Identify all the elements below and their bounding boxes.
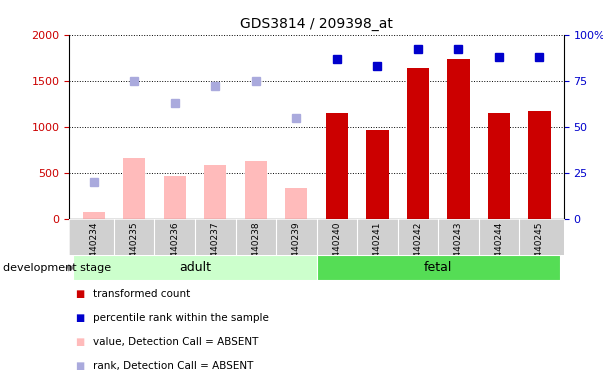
Bar <box>245 161 267 219</box>
Bar <box>317 255 560 280</box>
Text: transformed count: transformed count <box>93 289 191 299</box>
Text: GSM440238: GSM440238 <box>251 222 260 276</box>
Bar <box>528 111 551 219</box>
Text: fetal: fetal <box>424 262 452 274</box>
Text: rank, Detection Call = ABSENT: rank, Detection Call = ABSENT <box>93 361 254 371</box>
Bar <box>285 189 308 219</box>
Bar <box>326 113 348 219</box>
Text: GSM440235: GSM440235 <box>130 222 139 276</box>
Bar <box>83 212 105 219</box>
Bar <box>204 164 226 219</box>
Bar <box>488 113 510 219</box>
Text: GSM440237: GSM440237 <box>211 222 219 276</box>
Title: GDS3814 / 209398_at: GDS3814 / 209398_at <box>240 17 393 31</box>
Bar <box>74 255 317 280</box>
Text: ■: ■ <box>75 337 84 347</box>
Bar <box>163 175 186 219</box>
Bar <box>407 68 429 219</box>
Text: GSM440241: GSM440241 <box>373 222 382 276</box>
Text: ■: ■ <box>75 313 84 323</box>
Bar <box>447 60 470 219</box>
Text: GSM440239: GSM440239 <box>292 222 301 276</box>
Text: GSM440244: GSM440244 <box>494 222 504 276</box>
Text: adult: adult <box>179 262 211 274</box>
Text: GSM440234: GSM440234 <box>89 222 98 276</box>
Text: development stage: development stage <box>3 263 111 273</box>
Text: ■: ■ <box>75 361 84 371</box>
Text: GSM440243: GSM440243 <box>454 222 463 276</box>
Text: value, Detection Call = ABSENT: value, Detection Call = ABSENT <box>93 337 259 347</box>
Text: GSM440240: GSM440240 <box>332 222 341 276</box>
Bar <box>123 158 145 219</box>
Text: GSM440236: GSM440236 <box>170 222 179 276</box>
Text: percentile rank within the sample: percentile rank within the sample <box>93 313 270 323</box>
Text: GSM440245: GSM440245 <box>535 222 544 276</box>
Bar <box>366 131 388 219</box>
Text: GSM440242: GSM440242 <box>414 222 422 276</box>
Text: ■: ■ <box>75 289 84 299</box>
